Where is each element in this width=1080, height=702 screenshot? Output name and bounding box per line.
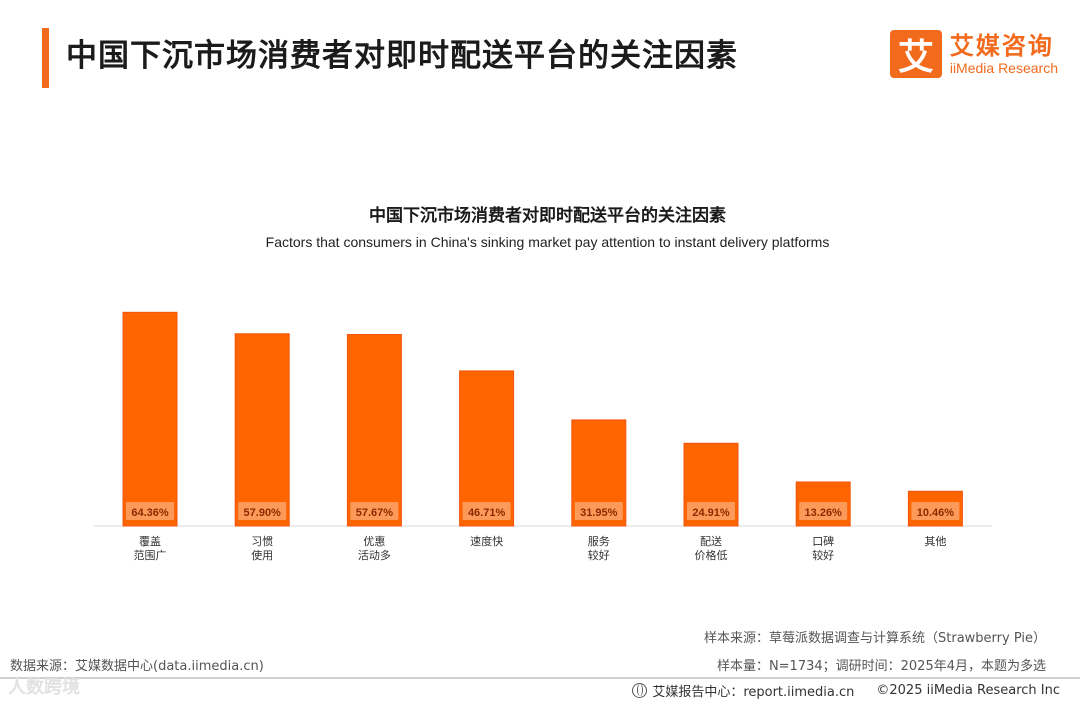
brand-name-en: iiMedia Research <box>949 60 1058 76</box>
category-label: 其他 <box>924 535 946 548</box>
data-label-bg <box>238 502 287 520</box>
category-label: 使用 <box>251 549 273 562</box>
brand-mark-icon: 艾 <box>889 30 942 78</box>
data-label-bg <box>462 502 511 520</box>
data-label-bg <box>350 502 399 520</box>
copyright: ©2025 iiMedia Research Inc <box>876 683 1060 698</box>
bar <box>795 481 851 527</box>
bar <box>907 490 963 527</box>
footer-bar: 艾媒报告中心：report.iimedia.cn ©2025 iiMedia R… <box>632 681 1060 700</box>
category-label: 服务 <box>588 535 610 548</box>
category-label: 较好 <box>812 548 834 562</box>
category-label: 较好 <box>588 548 610 562</box>
data-label: 10.46% <box>917 507 955 519</box>
data-label: 31.95% <box>580 507 618 519</box>
bar <box>122 311 178 527</box>
category-label: 价格低 <box>695 548 728 562</box>
bar <box>234 333 290 527</box>
data-label-bg <box>799 502 848 520</box>
data-label-bg <box>574 502 623 520</box>
bar <box>459 370 515 527</box>
data-label: 24.91% <box>692 507 730 519</box>
data-label-bg <box>911 502 960 520</box>
category-label: 习惯 <box>251 534 273 548</box>
category-label: 配送 <box>700 534 722 548</box>
data-label: 57.67% <box>356 507 394 519</box>
footer-divider <box>0 677 1080 679</box>
watermark: 人数跨境 <box>8 677 80 698</box>
bar <box>346 334 402 527</box>
data-label: 64.36% <box>131 507 169 519</box>
brand-text: 艾媒咨询 iiMedia Research <box>950 32 1058 76</box>
bar <box>571 419 627 527</box>
brand-logo: 艾 艾媒咨询 iiMedia Research <box>889 30 1058 78</box>
globe-icon <box>632 683 648 698</box>
brand-name-cn: 艾媒咨询 <box>949 32 1054 60</box>
bar <box>683 442 739 527</box>
data-label-bg <box>126 502 174 520</box>
sample-size: 样本量：N=1734；调研时间：2025年4月，本题为多选 <box>716 659 1046 674</box>
page-title: 中国下沉市场消费者对即时配送平台的关注因素 <box>66 38 738 74</box>
data-label: 46.71% <box>468 507 506 519</box>
data-label: 57.90% <box>244 507 282 519</box>
chart-subtitle: Factors that consumers in China's sinkin… <box>265 234 830 250</box>
category-label: 速度快 <box>470 534 503 548</box>
report-center-link[interactable]: 艾媒报告中心：report.iimedia.cn <box>652 685 855 700</box>
sample-source: 样本来源：草莓派数据调查与计算系统（Strawberry Pie） <box>704 631 1046 646</box>
title-accent-bar <box>42 28 49 88</box>
category-label: 口碑 <box>812 535 834 548</box>
chart-title: 中国下沉市场消费者对即时配送平台的关注因素 <box>369 206 726 226</box>
category-label: 范围广 <box>134 548 167 562</box>
category-label: 覆盖 <box>139 534 161 548</box>
data-label-bg <box>687 502 735 520</box>
category-label: 优惠 <box>363 534 385 548</box>
data-source: 数据来源：艾媒数据中心(data.iimedia.cn) <box>10 659 264 674</box>
category-label: 活动多 <box>358 548 391 562</box>
data-label: 13.26% <box>805 507 843 519</box>
